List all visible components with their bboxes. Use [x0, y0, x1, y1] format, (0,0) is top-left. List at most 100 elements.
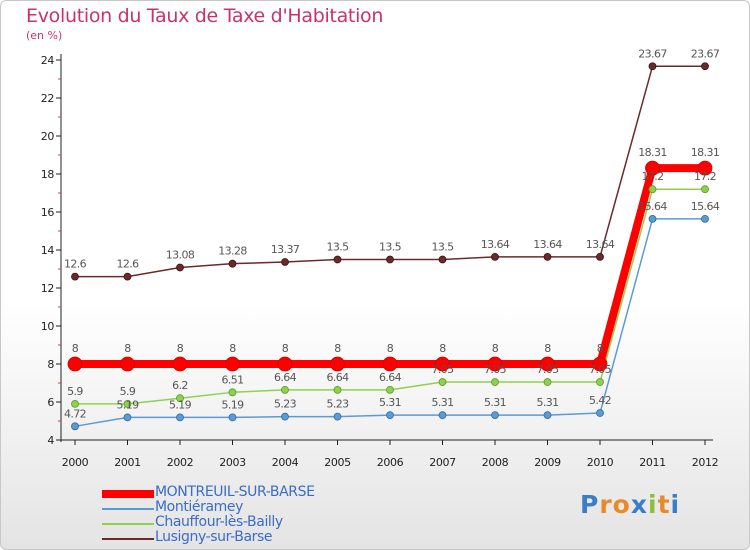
- data-label-montieramey: 5.42: [589, 394, 611, 407]
- x-tick-label: 2008: [482, 456, 509, 469]
- point-montieramey: [648, 214, 657, 223]
- point-chauffour: [333, 385, 342, 394]
- data-label-montreuil: 8: [544, 342, 551, 355]
- data-label-montieramey: 5.19: [221, 398, 244, 411]
- y-tick-label: 10: [41, 320, 55, 333]
- x-tick-label: 2001: [114, 456, 140, 469]
- point-lusigny: [176, 263, 184, 272]
- x-tick-label: 2002: [167, 456, 193, 469]
- data-label-chauffour: 6.64: [274, 371, 297, 384]
- x-tick-label: 2010: [587, 456, 614, 469]
- data-label-montreuil: 8: [334, 342, 341, 355]
- point-chauffour: [648, 185, 657, 194]
- point-chauffour: [543, 378, 552, 386]
- data-label-montieramey: 15.64: [691, 200, 720, 213]
- chart-subtitle: (en %): [26, 29, 63, 42]
- point-montieramey: [543, 411, 552, 420]
- point-montieramey: [228, 413, 237, 422]
- point-montieramey: [176, 413, 184, 422]
- y-tick-label: 12: [41, 282, 54, 295]
- point-montreuil: [592, 356, 608, 372]
- point-chauffour: [228, 388, 237, 397]
- legend-swatch-lusigny: [102, 538, 154, 540]
- data-label-montreuil: 8: [597, 342, 604, 355]
- point-montreuil: [540, 356, 555, 372]
- data-label-montieramey: 5.19: [116, 398, 139, 411]
- point-lusigny: [543, 252, 552, 261]
- data-label-chauffour: 7.05: [484, 363, 507, 376]
- data-label-lusigny: 13.08: [166, 248, 195, 261]
- point-montreuil: [330, 356, 345, 372]
- data-label-chauffour: 5.9: [67, 385, 83, 398]
- point-montieramey: [333, 412, 342, 421]
- point-lusigny: [71, 272, 79, 281]
- point-montreuil: [697, 160, 713, 176]
- y-tick-label: 16: [41, 206, 55, 219]
- legend-swatch-chauffour: [102, 523, 154, 525]
- data-label-chauffour: 7.05: [589, 363, 612, 376]
- point-montreuil: [120, 356, 135, 372]
- point-montieramey: [491, 411, 499, 420]
- point-montieramey: [701, 214, 709, 223]
- proxiti-logo: Proxiti: [580, 490, 681, 519]
- point-montreuil: [645, 160, 660, 176]
- line-chart: 4 6 8 10 12 14 16 18 20 22 24 2000 2001 2002 2003 2004 2…: [41, 47, 721, 469]
- point-lusigny: [123, 272, 132, 281]
- data-label-montreuil: 18.31: [638, 146, 667, 159]
- data-label-montieramey: 5.31: [484, 396, 506, 409]
- point-montreuil: [225, 356, 240, 372]
- data-label-lusigny: 23.67: [638, 47, 667, 60]
- y-tick-label: 24: [41, 54, 55, 67]
- point-chauffour: [491, 378, 499, 386]
- data-label-montieramey: 4.72: [64, 407, 86, 420]
- x-tick-label: 2004: [272, 456, 299, 469]
- x-tick-label: 2011: [639, 456, 665, 469]
- data-label-montieramey: 15.64: [638, 200, 667, 213]
- data-label-montieramey: 5.31: [379, 396, 401, 409]
- data-label-chauffour: 6.51: [221, 373, 243, 386]
- x-tick-label: 2003: [219, 456, 246, 469]
- data-label-lusigny: 13.28: [218, 245, 247, 258]
- data-label-chauffour: 7.05: [431, 363, 454, 376]
- series-line-montreuil: [75, 164, 705, 368]
- point-montieramey: [71, 422, 79, 431]
- data-label-montreuil: 8: [229, 342, 236, 355]
- data-label-chauffour: 6.64: [326, 371, 349, 384]
- y-tick-label: 14: [41, 244, 55, 257]
- point-lusigny: [333, 255, 342, 264]
- y-tick-label: 8: [47, 358, 54, 371]
- data-label-montieramey: 5.31: [536, 396, 558, 409]
- data-label-lusigny: 13.64: [586, 238, 615, 251]
- y-tick-label: 18: [41, 168, 55, 181]
- point-montreuil: [172, 356, 188, 372]
- data-label-chauffour: 7.05: [536, 363, 559, 376]
- point-montieramey: [596, 409, 604, 417]
- x-tick-label: 2009: [534, 456, 561, 469]
- point-lusigny: [701, 62, 709, 71]
- data-label-montreuil: 18.31: [691, 146, 720, 159]
- point-chauffour: [386, 385, 394, 394]
- point-lusigny: [648, 62, 657, 71]
- y-tick-label: 4: [47, 434, 54, 447]
- data-label-lusigny: 13.5: [431, 241, 454, 254]
- point-lusigny: [438, 255, 447, 264]
- data-label-lusigny: 12.6: [64, 258, 87, 271]
- point-lusigny: [228, 259, 237, 268]
- point-montieramey: [438, 411, 447, 420]
- data-label-lusigny: 13.5: [379, 241, 402, 254]
- y-tick-label: 20: [41, 130, 55, 143]
- point-chauffour: [596, 378, 604, 386]
- point-montieramey: [281, 412, 289, 421]
- data-label-chauffour: 17.2: [641, 170, 663, 183]
- legend-label-lusigny: Lusigny-sur-Barse: [155, 529, 273, 545]
- point-chauffour: [438, 378, 447, 386]
- point-montreuil: [487, 356, 503, 372]
- x-tick-label: 2000: [62, 456, 89, 469]
- point-chauffour: [71, 399, 79, 408]
- x-tick-label: 2012: [692, 456, 718, 469]
- data-label-montreuil: 8: [387, 342, 394, 355]
- data-label-lusigny: 13.64: [533, 238, 562, 251]
- point-montreuil: [277, 356, 293, 372]
- point-lusigny: [386, 255, 394, 264]
- data-label-montieramey: 5.19: [169, 398, 192, 411]
